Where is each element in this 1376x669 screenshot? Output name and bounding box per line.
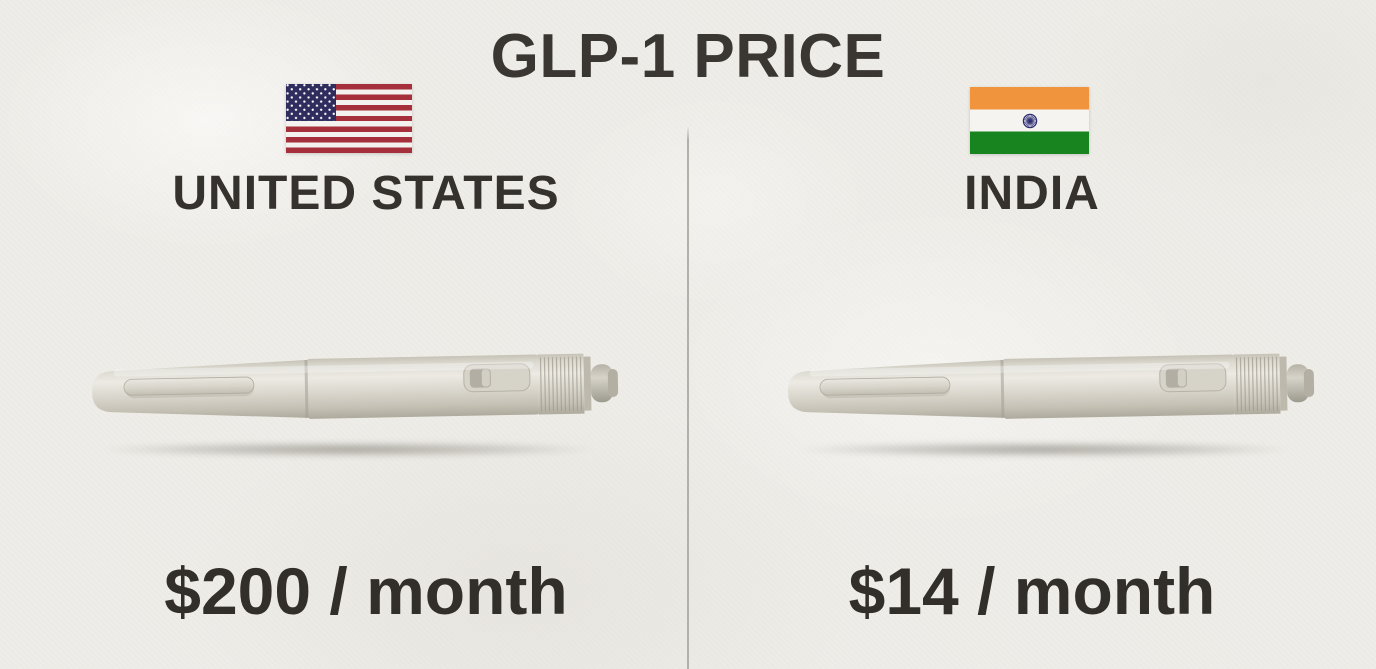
injection-pen-graphic (788, 353, 1315, 419)
pen-shadow (798, 442, 1290, 457)
glp1-pen-image-india (780, 330, 1320, 462)
glp1-pen-image-us (84, 330, 624, 462)
india-flag-icon (970, 87, 1089, 154)
ashoka-chakra-icon (1022, 113, 1037, 128)
country-label-us: UNITED STATES (172, 167, 560, 220)
page-title: GLP-1 PRICE (490, 22, 886, 91)
pen-shadow (102, 442, 594, 457)
country-label-india: INDIA (964, 167, 1100, 220)
us-flag-canton (286, 84, 337, 122)
us-flag-icon (286, 84, 412, 153)
price-label-india: $14 / month (848, 554, 1216, 628)
price-label-us: $200 / month (164, 554, 568, 628)
injection-pen-graphic (92, 353, 619, 419)
divider (687, 126, 689, 669)
